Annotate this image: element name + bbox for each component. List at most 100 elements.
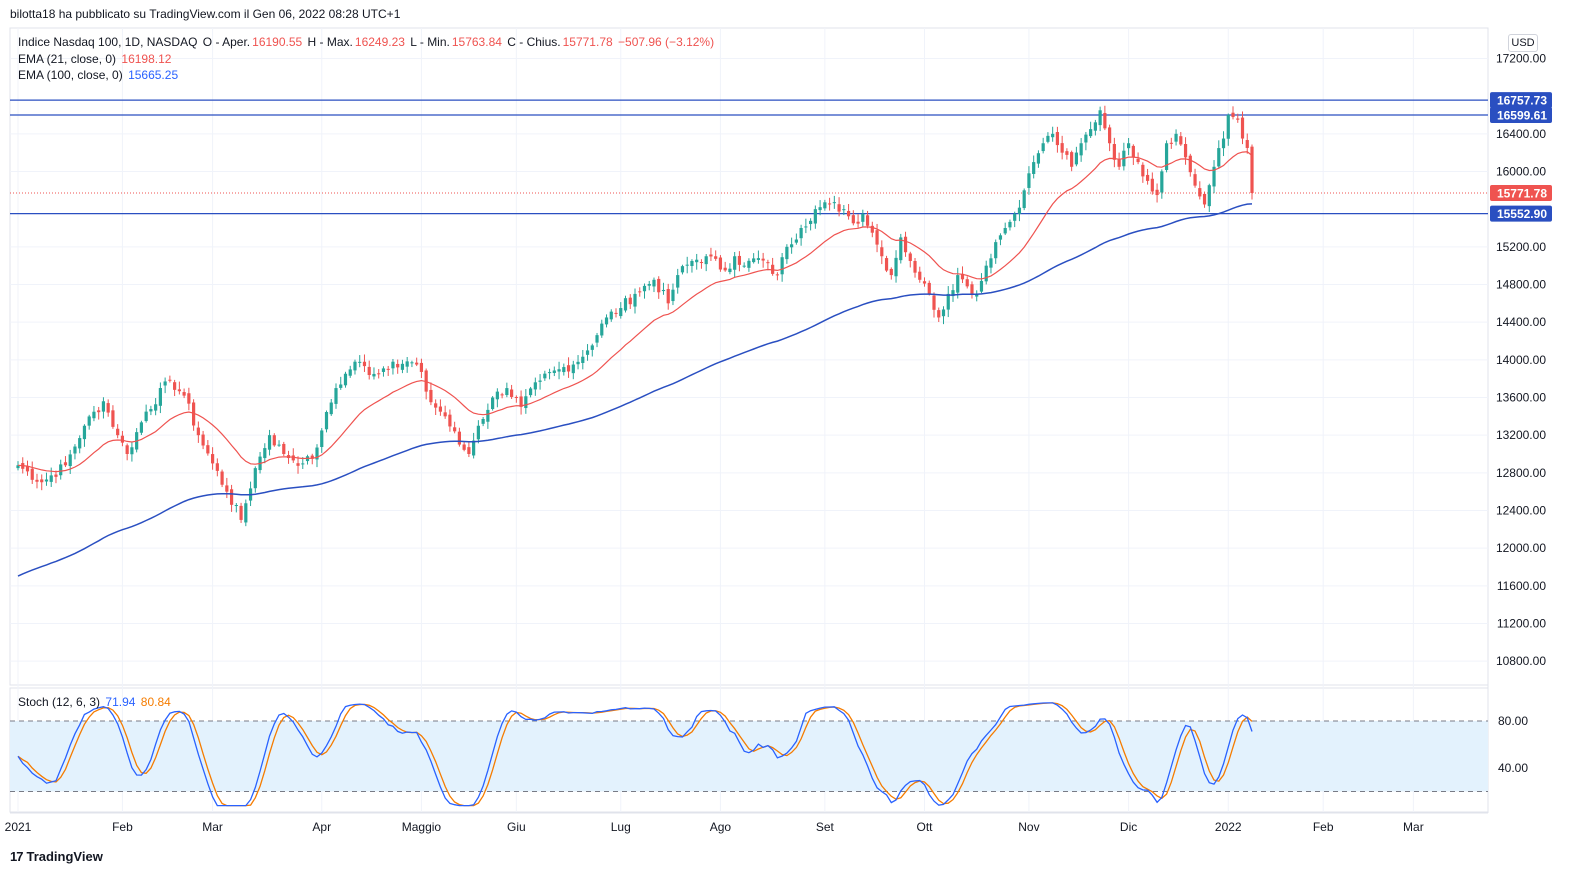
candle-body <box>1084 134 1088 143</box>
candle-body <box>1055 132 1060 146</box>
candle-body <box>984 265 988 282</box>
candle-body <box>571 364 575 374</box>
ema100-label: EMA (100, close, 0) <box>18 68 123 82</box>
ema100-value: 15665.25 <box>128 68 179 82</box>
candle-body <box>785 246 789 260</box>
candle-body <box>1202 193 1207 205</box>
level-price-label: 16599.61 <box>1497 109 1547 123</box>
candle-body <box>1231 112 1235 118</box>
time-tick-label: 2022 <box>1215 820 1242 834</box>
candle-body <box>73 446 77 454</box>
candle-body <box>343 373 348 386</box>
candle-body <box>187 393 191 404</box>
candle-body <box>628 297 632 305</box>
candle-body <box>1046 135 1050 142</box>
candle-body <box>889 268 893 276</box>
candle-body <box>1145 174 1150 181</box>
candle-body <box>1079 143 1083 156</box>
candle-body <box>438 406 443 412</box>
candle-body <box>633 293 637 307</box>
candle-body <box>206 445 210 454</box>
legend-low-label: L - Min. <box>410 35 450 49</box>
candle-body <box>775 274 779 276</box>
legend-symbol: Indice Nasdaq 100, 1D, NASDAQ <box>18 35 198 49</box>
candle-body <box>742 265 746 267</box>
level-price-label: 15552.90 <box>1497 207 1547 221</box>
candle-body <box>932 295 936 310</box>
candle-body <box>970 284 974 295</box>
candle-body <box>851 215 855 224</box>
candle-body <box>367 366 371 376</box>
candle-body <box>1013 213 1017 221</box>
candle-body <box>533 382 537 390</box>
candle-body <box>348 369 352 376</box>
currency-button[interactable]: USD <box>1508 34 1538 52</box>
candle-body <box>1051 133 1055 138</box>
candle-body <box>296 463 300 466</box>
candle-body <box>168 379 172 381</box>
candle-body <box>229 489 234 505</box>
candle-body <box>59 464 63 476</box>
candle-body <box>239 505 243 520</box>
legend-open-label: O - Aper. <box>202 35 251 49</box>
candle-body <box>723 267 727 271</box>
candle-body <box>291 455 295 461</box>
candle-body <box>538 380 542 382</box>
time-tick-label: Ott <box>917 820 934 834</box>
candle-body <box>827 203 832 205</box>
price-tick-label: 14800.00 <box>1496 278 1546 292</box>
candle-body <box>903 236 908 253</box>
candle-body <box>192 402 196 426</box>
candle-body <box>600 323 604 336</box>
candle-body <box>1036 153 1041 164</box>
candle-body <box>1060 143 1064 153</box>
candle-body <box>1212 166 1216 187</box>
candle-body <box>177 389 181 392</box>
price-tick-label: 14000.00 <box>1496 353 1546 367</box>
legend-close-label: C - Chius. <box>507 35 561 49</box>
candle-body <box>975 293 979 297</box>
candle-body <box>106 403 110 413</box>
candle-body <box>462 444 466 450</box>
candle-body <box>818 207 822 211</box>
level-price-label: 16757.73 <box>1497 94 1547 108</box>
candle-body <box>163 381 167 386</box>
legend-ema100: EMA (100, close, 0) 15665.25 <box>18 68 180 82</box>
candle-body <box>704 256 708 265</box>
price-tick-label: 14400.00 <box>1496 315 1546 329</box>
candle-body <box>396 363 400 368</box>
price-tick-label: 16000.00 <box>1496 165 1546 179</box>
candle-body <box>267 435 272 450</box>
tradingview-mark-icon: 17 <box>10 849 24 864</box>
candle-body <box>1136 158 1140 163</box>
candle-body <box>756 258 760 260</box>
tradingview-logo[interactable]: 17 TradingView <box>10 849 103 864</box>
candle-body <box>813 209 817 224</box>
level-price-tag <box>1490 92 1552 109</box>
legend-open-value: 16190.55 <box>252 35 303 49</box>
candle-body <box>585 350 590 355</box>
price-tick-label: 13200.00 <box>1496 428 1546 442</box>
candle-body <box>16 465 20 469</box>
candle-body <box>846 210 851 217</box>
candle-body <box>353 361 357 371</box>
candle-body <box>647 283 651 286</box>
candle-body <box>381 368 386 372</box>
candle-body <box>752 258 756 263</box>
candle-body <box>747 260 751 268</box>
price-tick-label: 17200.00 <box>1496 52 1546 66</box>
candle-body <box>960 273 965 280</box>
candle-body <box>1098 110 1102 126</box>
candle-body <box>63 462 68 466</box>
candle-body <box>49 475 53 482</box>
candle-body <box>54 474 58 477</box>
candle-body <box>1236 118 1240 120</box>
candle-body <box>1169 142 1173 144</box>
time-tick-label: Lug <box>611 820 631 834</box>
publisher-line: bilotta18 ha pubblicato su TradingView.c… <box>10 7 401 21</box>
time-tick-label: 2021 <box>5 820 32 834</box>
candle-body <box>405 361 409 367</box>
stoch-band <box>10 721 1488 792</box>
candle-body <box>699 262 704 264</box>
